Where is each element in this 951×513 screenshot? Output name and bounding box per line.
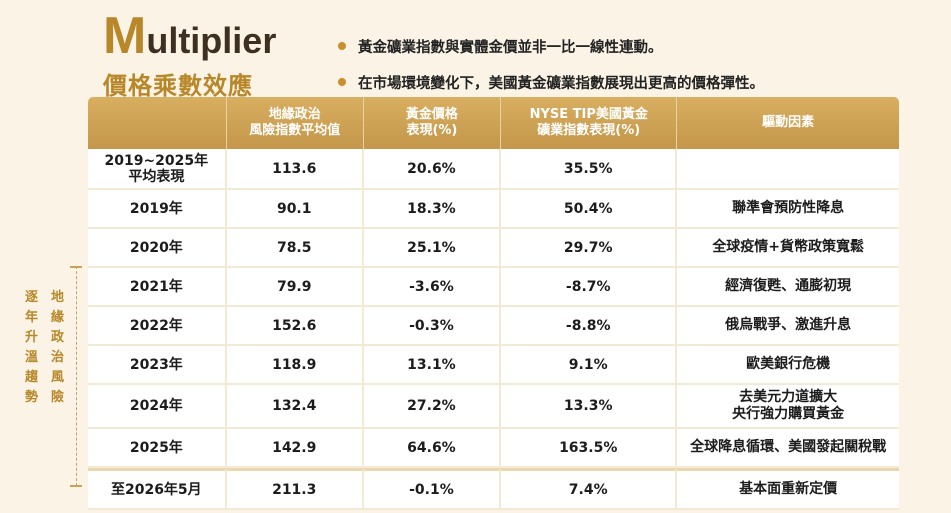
side-label-char: 治 bbox=[51, 350, 65, 365]
cell-risk-index: 113.6 bbox=[226, 149, 364, 190]
cell-gold-return: -0.1% bbox=[363, 468, 502, 510]
cell-driver bbox=[677, 149, 899, 190]
bullet-text: 黃金礦業指數與實體金價並非一比一線性連動。 bbox=[358, 39, 663, 56]
side-label-char: 升 bbox=[25, 330, 39, 345]
title-big-letter: M bbox=[103, 7, 147, 65]
cell-year: 2025年 bbox=[88, 429, 227, 468]
cell-year: 2022年 bbox=[88, 307, 227, 346]
table-row: 2021年 79.9 -3.6% -8.7% 經濟復甦、通膨初現 bbox=[88, 268, 899, 307]
side-label-char: 緣 bbox=[51, 310, 65, 325]
cell-risk-index: 132.4 bbox=[226, 385, 364, 429]
header-gold-return: 黃金價格 表現(%) bbox=[363, 97, 502, 149]
cell-gold-return: 18.3% bbox=[363, 190, 502, 229]
bullet-text: 在市場環境變化下，美國黃金礦業指數展現出更高的價格彈性。 bbox=[358, 75, 764, 92]
page-subtitle: 價格乘數效應 bbox=[103, 72, 253, 100]
side-label-char: 風 bbox=[51, 370, 65, 385]
cell-miners-return: 35.5% bbox=[501, 149, 678, 190]
cell-gold-return: 20.6% bbox=[363, 149, 502, 190]
table-body: 2019~2025年 平均表現 113.6 20.6% 35.5% 2019年 90.1 18… bbox=[88, 149, 899, 510]
header-risk-index: 地緣政治 風險指數平均值 bbox=[226, 97, 364, 149]
table-header-row: 地緣政治 風險指數平均值 黃金價格 表現(%) NYSE TIP美國黃金 礦業指數表現(%… bbox=[88, 97, 899, 149]
side-label-char: 逐 bbox=[25, 290, 39, 305]
cell-miners-return: 29.7% bbox=[501, 229, 678, 268]
cell-risk-index: 152.6 bbox=[226, 307, 364, 346]
cell-risk-index: 142.9 bbox=[226, 429, 364, 468]
side-label-col-1: 逐年升溫趨勢 bbox=[25, 288, 39, 408]
header-miners-return: NYSE TIP美國黃金 礦業指數表現(%) bbox=[501, 97, 678, 149]
side-label-col-2: 地緣政治風險 bbox=[51, 288, 65, 408]
cell-risk-index: 90.1 bbox=[226, 190, 364, 229]
side-label-char: 趨 bbox=[25, 370, 39, 385]
cell-miners-return: -8.8% bbox=[501, 307, 678, 346]
cell-driver: 聯準會預防性降息 bbox=[677, 190, 899, 229]
cell-driver: 俄烏戰爭、激進升息 bbox=[677, 307, 899, 346]
bullet-item: 黃金礦業指數與實體金價並非一比一線性連動。 bbox=[338, 28, 764, 64]
title-rest: ultiplier bbox=[146, 20, 277, 61]
table-row: 2019~2025年 平均表現 113.6 20.6% 35.5% bbox=[88, 149, 899, 190]
side-trend-label: 逐年升溫趨勢 地緣政治風險 bbox=[25, 288, 65, 408]
table-row: 2025年 142.9 64.6% 163.5% 全球降息循環、美國發起關稅戰 bbox=[88, 429, 899, 468]
bullet-list: 黃金礦業指數與實體金價並非一比一線性連動。 在市場環境變化下，美國黃金礦業指數展… bbox=[338, 28, 764, 100]
trend-arrow-bottom-icon bbox=[70, 485, 82, 487]
cell-gold-return: -0.3% bbox=[363, 307, 502, 346]
cell-miners-return: 13.3% bbox=[501, 385, 678, 429]
trend-dashed-line bbox=[76, 266, 77, 486]
bullet-dot-icon bbox=[338, 42, 346, 50]
cell-miners-return: 163.5% bbox=[501, 429, 678, 468]
side-label-char: 政 bbox=[51, 330, 65, 345]
cell-gold-return: -3.6% bbox=[363, 268, 502, 307]
cell-driver: 去美元力道擴大 央行強力購買黃金 bbox=[677, 385, 899, 429]
side-label-char: 地 bbox=[51, 290, 65, 305]
cell-driver: 經濟復甦、通膨初現 bbox=[677, 268, 899, 307]
cell-risk-index: 79.9 bbox=[226, 268, 364, 307]
table-row: 2020年 78.5 25.1% 29.7% 全球疫情+貨幣政策寬鬆 bbox=[88, 229, 899, 268]
cell-miners-return: 50.4% bbox=[501, 190, 678, 229]
cell-year: 2019年 bbox=[88, 190, 227, 229]
cell-year: 2020年 bbox=[88, 229, 227, 268]
side-label-char: 勢 bbox=[25, 390, 39, 405]
cell-year: 2023年 bbox=[88, 346, 227, 385]
cell-risk-index: 118.9 bbox=[226, 346, 364, 385]
cell-gold-return: 27.2% bbox=[363, 385, 502, 429]
cell-driver: 基本面重新定價 bbox=[677, 468, 899, 510]
trend-arrow-top-icon bbox=[70, 266, 82, 268]
table-row: 2022年 152.6 -0.3% -8.8% 俄烏戰爭、激進升息 bbox=[88, 307, 899, 346]
cell-miners-return: 7.4% bbox=[501, 468, 678, 510]
bullet-item: 在市場環境變化下，美國黃金礦業指數展現出更高的價格彈性。 bbox=[338, 64, 764, 100]
bullet-dot-icon bbox=[338, 78, 346, 86]
cell-gold-return: 64.6% bbox=[363, 429, 502, 468]
cell-risk-index: 78.5 bbox=[226, 229, 364, 268]
table-row: 2023年 118.9 13.1% 9.1% 歐美銀行危機 bbox=[88, 346, 899, 385]
cell-year: 2021年 bbox=[88, 268, 227, 307]
cell-miners-return: -8.7% bbox=[501, 268, 678, 307]
cell-year: 2019~2025年 平均表現 bbox=[88, 149, 227, 190]
side-label-char: 年 bbox=[25, 310, 39, 325]
cell-driver: 全球疫情+貨幣政策寬鬆 bbox=[677, 229, 899, 268]
table-row: 2024年 132.4 27.2% 13.3% 去美元力道擴大 央行強力購買黃金 bbox=[88, 385, 899, 429]
header-year bbox=[88, 97, 227, 149]
multiplier-table: 地緣政治 風險指數平均值 黃金價格 表現(%) NYSE TIP美國黃金 礦業指數表現(%… bbox=[88, 97, 899, 510]
cell-gold-return: 13.1% bbox=[363, 346, 502, 385]
header-drivers: 驅動因素 bbox=[677, 97, 899, 149]
cell-risk-index: 211.3 bbox=[226, 468, 364, 510]
cell-miners-return: 9.1% bbox=[501, 346, 678, 385]
cell-driver: 全球降息循環、美國發起關稅戰 bbox=[677, 429, 899, 468]
cell-year: 2024年 bbox=[88, 385, 227, 429]
cell-gold-return: 25.1% bbox=[363, 229, 502, 268]
side-label-char: 險 bbox=[51, 390, 65, 405]
table-row: 至2026年5月 211.3 -0.1% 7.4% 基本面重新定價 bbox=[88, 468, 899, 510]
table-row: 2019年 90.1 18.3% 50.4% 聯準會預防性降息 bbox=[88, 190, 899, 229]
cell-driver: 歐美銀行危機 bbox=[677, 346, 899, 385]
cell-year: 至2026年5月 bbox=[88, 468, 227, 510]
side-label-char: 溫 bbox=[25, 350, 39, 365]
